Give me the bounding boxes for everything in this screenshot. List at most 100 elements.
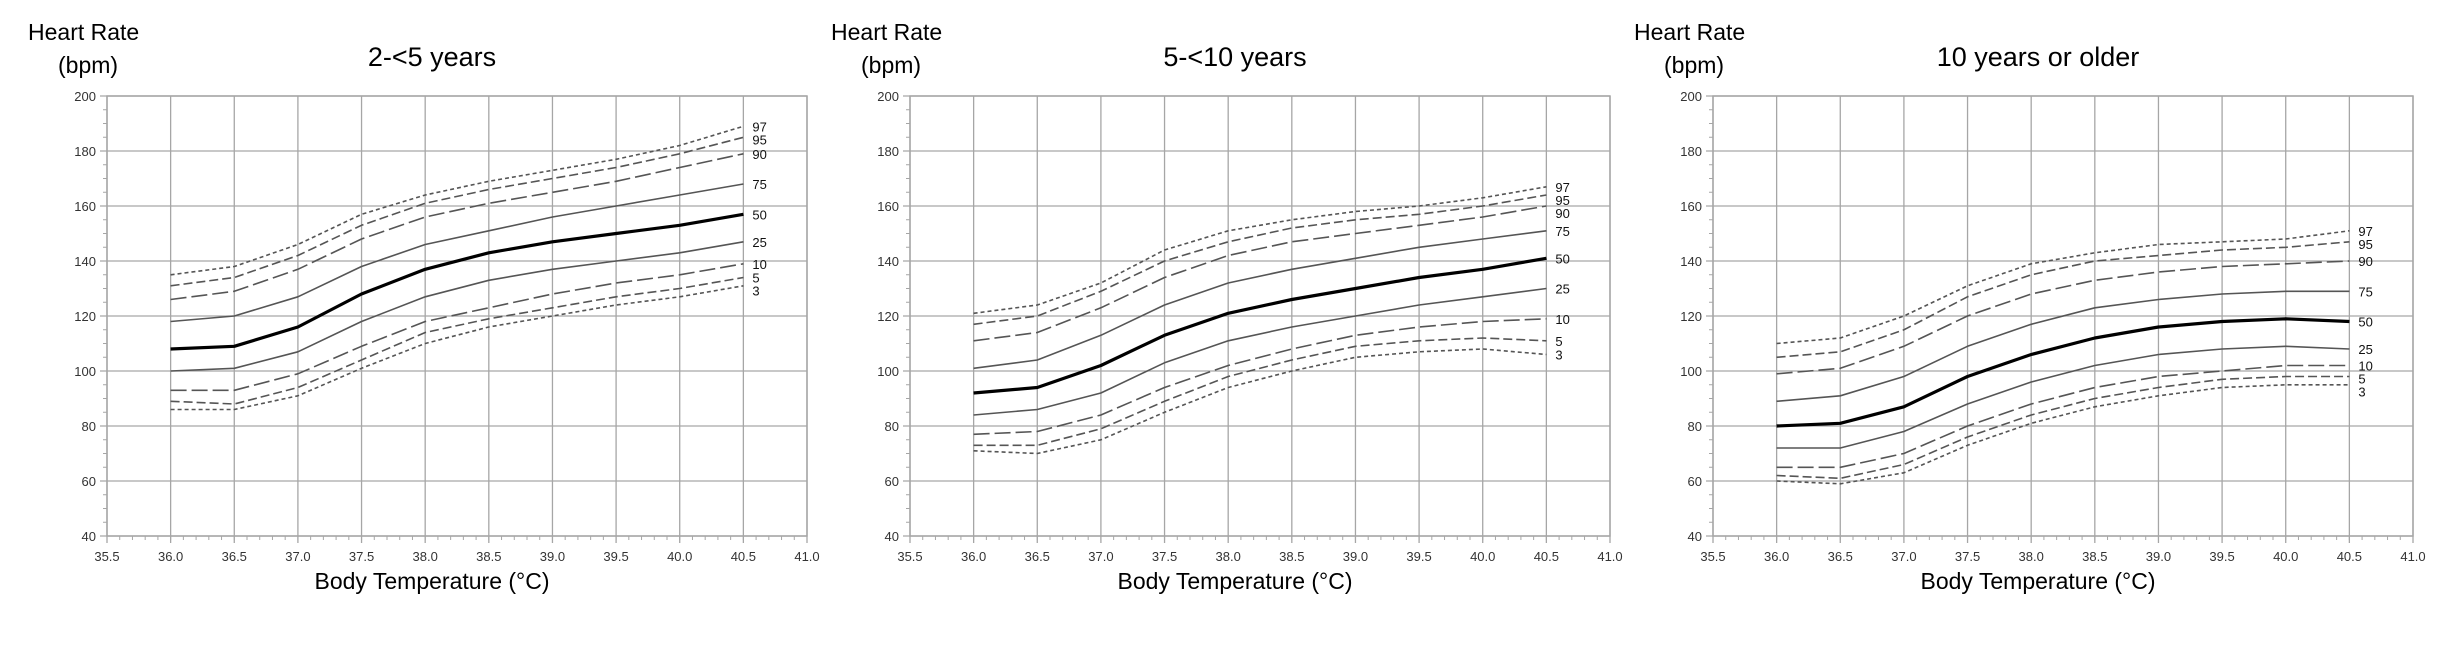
series-label-p75: 75 [752,177,766,192]
x-tick-label: 39.5 [603,549,628,564]
series-label-p95: 95 [752,132,766,147]
y-tick-label: 180 [877,144,899,159]
y-tick-label: 120 [877,309,899,324]
x-tick-label: 38.0 [2019,549,2044,564]
series-label-p50: 50 [1555,251,1569,266]
series-label-p25: 25 [1555,282,1569,297]
x-tick-label: 37.5 [1152,549,1177,564]
x-tick-label: 39.0 [1343,549,1368,564]
y-tick-label: 160 [74,199,96,214]
x-tick-label: 35.5 [94,549,119,564]
x-tick-label: 40.5 [1534,549,1559,564]
x-tick-label: 38.0 [413,549,438,564]
y-tick-label: 140 [1680,254,1702,269]
y-tick-label: 80 [1688,419,1702,434]
x-tick-label: 35.5 [1700,549,1725,564]
series-line-p97 [973,186,1547,315]
x-tick-label: 35.5 [897,549,922,564]
chart-panel-10-years-or-older: Heart Rate (bpm) 10 years or older Body … [1626,0,2426,664]
series-label-p90: 90 [2358,254,2372,269]
y-tick-label: 40 [82,529,96,544]
y-tick-label: 140 [74,254,96,269]
x-tick-label: 37.5 [1955,549,1980,564]
y-tick-label: 80 [82,419,96,434]
chart-plot: 35.5 36.0 36.5 37.0 37.5 38.0 38.5 39.0 39.5 40.0… [877,89,1622,564]
y-tick-label: 100 [74,364,96,379]
y-tick-label: 120 [74,309,96,324]
chart-panel-5-10-years: Heart Rate (bpm) 5-<10 years Body Temper… [823,0,1623,664]
y-tick-label: 180 [74,144,96,159]
chart-title: 10 years or older [1936,42,2140,72]
plot-frame [106,95,808,537]
y-axis-label-line-2: (bpm) [861,52,922,78]
chart-title: 5-<10 years [1163,42,1307,72]
series-label-p97: 97 [2358,224,2372,239]
y-tick-label: 40 [885,529,899,544]
y-axis-label-line-1: Heart Rate [28,19,140,45]
y-axis-label-line-2: (bpm) [58,52,119,78]
series-line-p75 [1776,290,2350,403]
series-line-p5 [170,276,744,405]
series-label-p90: 90 [1555,206,1569,221]
series-label-p10: 10 [752,257,766,272]
series-label-p75: 75 [1555,224,1569,239]
x-tick-label: 38.5 [2082,549,2107,564]
series-line-p10 [973,318,1547,436]
x-tick-label: 41.0 [1597,549,1622,564]
x-tick-label: 39.5 [2209,549,2234,564]
series-line-p10 [1776,364,2350,469]
x-tick-label: 40.5 [731,549,756,564]
chart-plot: 35.5 36.0 36.5 37.0 37.5 38.0 38.5 39.0 39.5 40.0… [74,89,819,564]
y-axis-label-line-2: (bpm) [1664,52,1725,78]
y-tick-label: 120 [1680,309,1702,324]
series-label-p25: 25 [752,235,766,250]
y-tick-label: 80 [885,419,899,434]
series-label-p3: 3 [2358,385,2365,400]
x-tick-label: 37.0 [1891,549,1916,564]
x-tick-label: 40.0 [2273,549,2298,564]
series-line-p3 [1776,383,2350,485]
series-line-p25 [1776,345,2350,449]
y-axis-label-line-1: Heart Rate [1634,19,1746,45]
series-label-p50: 50 [752,207,766,222]
series-label-p3: 3 [752,284,759,299]
series-line-p50 [1776,317,2350,428]
y-tick-label: 60 [82,474,96,489]
series-line-p95 [1776,241,2350,359]
y-tick-label: 140 [877,254,899,269]
y-tick-label: 100 [877,364,899,379]
y-tick-label: 60 [885,474,899,489]
series-line-p97 [1776,230,2350,345]
x-tick-label: 38.0 [1216,549,1241,564]
series-label-p5: 5 [752,271,759,286]
x-tick-label: 36.5 [1828,549,1853,564]
chart-title: 2-<5 years [367,42,497,72]
y-tick-label: 100 [1680,364,1702,379]
series-line-p5 [973,337,1547,447]
series-label-p50: 50 [2358,315,2372,330]
plot-frame [1712,95,2414,537]
x-tick-label: 36.0 [961,549,986,564]
x-axis-label: Body Temperature (°C) [314,568,550,594]
y-tick-label: 160 [1680,199,1702,214]
series-label-p95: 95 [1555,193,1569,208]
x-tick-label: 37.0 [285,549,310,564]
x-tick-label: 38.5 [476,549,501,564]
x-tick-label: 36.0 [1764,549,1789,564]
series-line-p90 [1776,260,2350,375]
y-tick-label: 200 [877,89,899,104]
series-label-p90: 90 [752,147,766,162]
chart-panel-2-5-years: Heart Rate (bpm) 2-<5 years Body Tempera… [20,0,820,664]
x-tick-label: 41.0 [794,549,819,564]
series-label-p3: 3 [1555,348,1562,363]
x-axis-label: Body Temperature (°C) [1920,568,2156,594]
series-label-p10: 10 [1555,312,1569,327]
chart-plot: 35.5 36.0 36.5 37.0 37.5 38.0 38.5 39.0 39.5 40.0… [1680,89,2425,564]
series-line-p97 [170,125,744,276]
x-tick-label: 39.0 [2146,549,2171,564]
y-tick-label: 200 [1680,89,1702,104]
x-tick-label: 36.5 [1025,549,1050,564]
y-tick-label: 200 [74,89,96,104]
series-label-p97: 97 [752,119,766,134]
series-line-p25 [170,241,744,372]
